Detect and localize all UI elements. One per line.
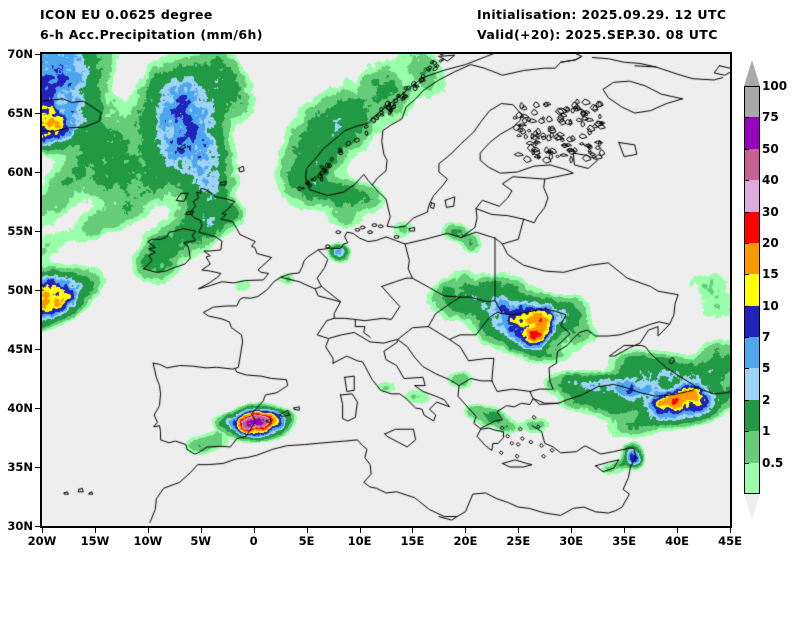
x-tick-label: 35E (612, 534, 637, 548)
colorbar-band (744, 431, 760, 464)
colorbar-tick-label: 75 (762, 110, 779, 125)
y-tick-label: 50N (7, 283, 33, 297)
x-tick-label: 15W (80, 534, 110, 548)
colorbar-tick-label: 50 (762, 141, 779, 156)
y-tick (35, 290, 40, 291)
valid-time: Valid(+20): 2025.SEP.30. 08 UTC (477, 27, 718, 42)
colorbar-tick (744, 148, 749, 150)
colorbar-tick-label: 40 (762, 173, 779, 188)
map-plot-frame (40, 52, 732, 528)
x-tick-label: 25E (506, 534, 531, 548)
precipitation-colorbar (744, 60, 760, 520)
x-tick (200, 528, 202, 533)
colorbar-tick (744, 242, 749, 244)
y-tick-label: 55N (7, 224, 33, 238)
colorbar-band (744, 242, 760, 275)
field-title: 6-h Acc.Precipitation (mm/6h) (40, 27, 263, 42)
y-tick (35, 231, 40, 232)
y-tick (35, 172, 40, 173)
x-tick-label: 20E (453, 534, 478, 548)
colorbar-tick-label: 30 (762, 204, 779, 219)
x-tick (306, 528, 308, 533)
x-tick (465, 528, 467, 533)
x-tick-label: 5E (298, 534, 315, 548)
x-tick-label: 30E (559, 534, 584, 548)
colorbar-tick (744, 274, 749, 276)
colorbar-tick-label: 20 (762, 235, 779, 250)
colorbar-tick (744, 399, 749, 401)
colorbar-tick (744, 117, 749, 119)
x-tick-label: 0 (249, 534, 258, 548)
y-tick-label: 35N (7, 460, 33, 474)
colorbar-band (744, 274, 760, 307)
colorbar-outline (744, 86, 760, 494)
colorbar-tick-label: 7 (762, 330, 771, 345)
y-tick-label: 60N (7, 165, 33, 179)
x-tick-label: 5W (190, 534, 212, 548)
x-tick (253, 528, 255, 533)
colorbar-band (744, 148, 760, 181)
precipitation-map-canvas (42, 54, 730, 526)
y-tick (35, 408, 40, 409)
colorbar-tick-label: 15 (762, 267, 779, 282)
colorbar-bottom-arrow (744, 494, 760, 520)
colorbar-tick-label: 0.5 (762, 455, 784, 470)
x-tick-label: 10W (133, 534, 163, 548)
colorbar-tick (744, 337, 749, 339)
x-tick-label: 15E (400, 534, 425, 548)
x-tick (42, 528, 43, 533)
colorbar-band (744, 211, 760, 244)
colorbar-band (744, 368, 760, 401)
x-tick-label: 40E (665, 534, 689, 548)
colorbar-tick (744, 462, 749, 464)
x-tick-label: 45E (718, 534, 742, 548)
y-tick (35, 467, 40, 468)
initialisation-time: Initialisation: 2025.09.29. 12 UTC (477, 7, 727, 22)
y-tick-label: 45N (7, 342, 33, 356)
colorbar-tick-label: 1 (762, 424, 771, 439)
x-tick (624, 528, 626, 533)
x-tick-label: 10E (347, 534, 372, 548)
colorbar-tick (744, 305, 749, 307)
y-tick-label: 70N (7, 47, 33, 61)
y-tick-label: 65N (7, 106, 33, 120)
y-tick (35, 349, 40, 350)
x-tick (412, 528, 414, 533)
y-tick-label: 40N (7, 401, 33, 415)
colorbar-band (744, 337, 760, 370)
x-tick (518, 528, 520, 533)
x-tick-label: 20W (27, 534, 57, 548)
colorbar-tick-label: 5 (762, 361, 771, 376)
x-tick (730, 528, 731, 533)
colorbar-band (744, 305, 760, 338)
colorbar-band (744, 180, 760, 213)
x-tick (147, 528, 149, 533)
colorbar-tick-label: 100 (762, 79, 788, 93)
colorbar-band (744, 117, 760, 150)
colorbar-band (744, 399, 760, 432)
y-tick (35, 113, 40, 114)
colorbar-band (744, 462, 760, 495)
y-tick (35, 526, 40, 527)
x-tick (94, 528, 96, 533)
colorbar-top-arrow (744, 60, 760, 86)
colorbar-tick (744, 180, 749, 182)
colorbar-tick-label: 10 (762, 298, 779, 313)
colorbar-band (744, 86, 760, 118)
colorbar-tick (744, 368, 749, 370)
y-tick (35, 54, 40, 55)
model-title: ICON EU 0.0625 degree (40, 7, 213, 22)
colorbar-tick (744, 211, 749, 213)
y-tick-label: 30N (7, 519, 33, 533)
x-tick (359, 528, 361, 533)
colorbar-tick (744, 431, 749, 433)
x-tick (571, 528, 573, 533)
colorbar-tick-label: 2 (762, 392, 771, 407)
x-tick (677, 528, 679, 533)
colorbar-tick (744, 86, 749, 87)
